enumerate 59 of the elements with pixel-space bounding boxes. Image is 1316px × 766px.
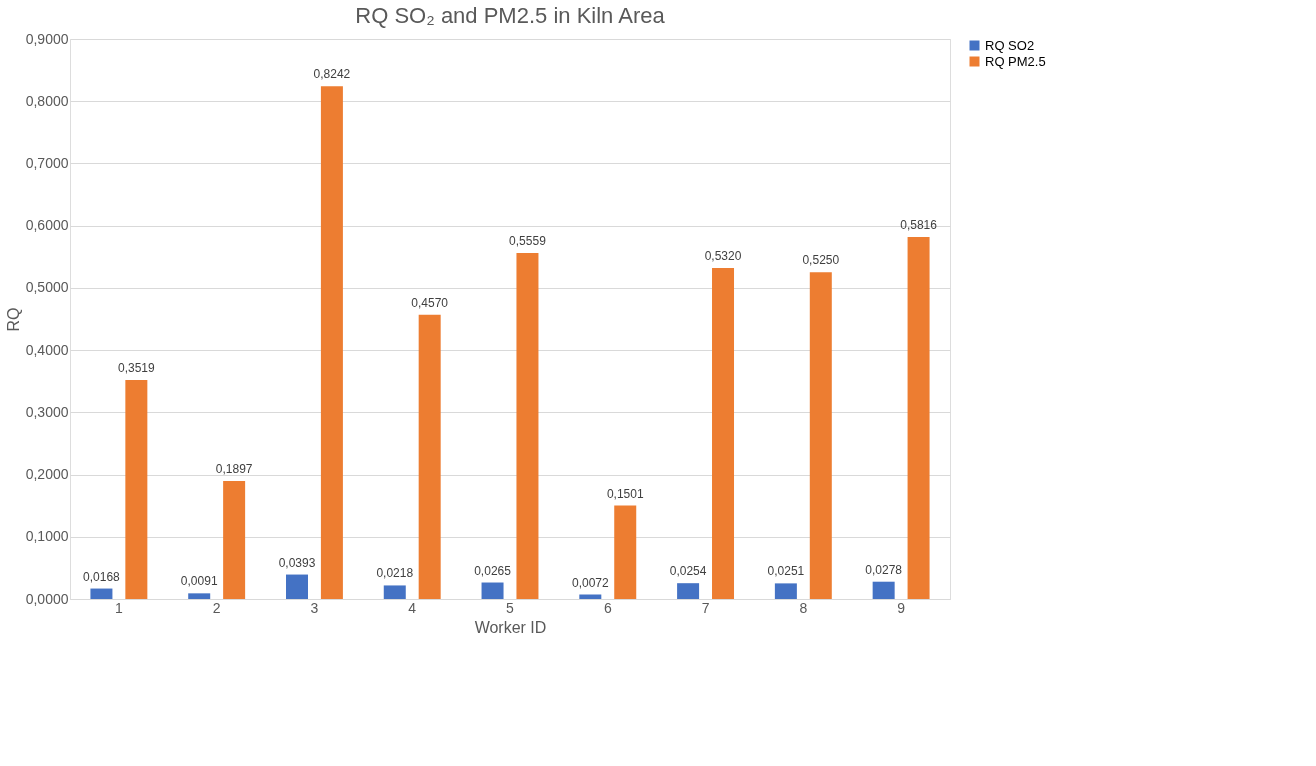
data-label: 0,3519 bbox=[118, 361, 156, 376]
data-label: 0,8242 bbox=[313, 67, 351, 82]
x-axis-title: Worker ID bbox=[474, 618, 547, 636]
data-label: 0,0251 bbox=[767, 564, 805, 579]
x-tick-label: 8 bbox=[799, 599, 808, 616]
x-tick-label: 6 bbox=[603, 599, 612, 616]
y-tick-label: 0,5000 bbox=[25, 279, 69, 296]
bar bbox=[677, 583, 700, 599]
bar bbox=[809, 272, 832, 599]
y-tick-label: 0,4000 bbox=[25, 341, 69, 358]
chart-title: RQ SO₂ and PM2.5 in Kiln Area bbox=[355, 3, 666, 28]
x-tick-label: 4 bbox=[408, 599, 417, 616]
data-label: 0,0218 bbox=[376, 566, 414, 581]
data-label: 0,1897 bbox=[215, 461, 253, 476]
bar bbox=[188, 593, 211, 599]
bar bbox=[872, 581, 895, 599]
y-tick-label: 0,3000 bbox=[25, 403, 69, 420]
bar bbox=[285, 574, 308, 599]
y-tick-label: 0,7000 bbox=[25, 154, 69, 171]
y-tick-label: 0,9000 bbox=[25, 30, 69, 47]
x-tick-label: 3 bbox=[310, 599, 319, 616]
y-tick-label: 0,6000 bbox=[25, 217, 69, 234]
data-label: 0,5250 bbox=[802, 253, 840, 268]
bar bbox=[774, 583, 797, 599]
bar bbox=[516, 253, 539, 599]
y-tick-label: 0,8000 bbox=[25, 92, 69, 109]
x-tick-label: 9 bbox=[897, 599, 906, 616]
bar bbox=[383, 585, 406, 599]
x-tick-label: 7 bbox=[701, 599, 710, 616]
legend-label: RQ PM2.5 bbox=[985, 53, 1046, 69]
data-label: 0,0393 bbox=[278, 555, 316, 570]
legend-label: RQ SO2 bbox=[985, 37, 1035, 53]
data-label: 0,5816 bbox=[900, 218, 938, 233]
y-axis-title: RQ bbox=[4, 307, 22, 332]
data-label: 0,0168 bbox=[83, 569, 121, 584]
data-label: 0,5320 bbox=[704, 248, 742, 263]
bar bbox=[90, 588, 113, 599]
x-tick-label: 2 bbox=[212, 599, 221, 616]
bar bbox=[614, 505, 637, 599]
bar bbox=[418, 314, 441, 599]
data-label: 0,5559 bbox=[509, 234, 547, 249]
bar bbox=[223, 480, 246, 599]
data-label: 0,0265 bbox=[474, 563, 512, 578]
data-label: 0,0072 bbox=[571, 575, 609, 590]
data-label: 0,0254 bbox=[669, 564, 707, 579]
bar bbox=[320, 86, 343, 599]
y-tick-label: 0,0000 bbox=[25, 590, 69, 607]
bar bbox=[712, 267, 735, 599]
y-tick-label: 0,2000 bbox=[25, 466, 69, 483]
data-label: 0,4570 bbox=[411, 295, 449, 310]
x-tick-label: 5 bbox=[506, 599, 515, 616]
data-label: 0,1501 bbox=[606, 486, 644, 501]
x-tick-label: 1 bbox=[114, 599, 123, 616]
data-label: 0,0091 bbox=[180, 574, 218, 589]
bar bbox=[125, 380, 148, 599]
bar bbox=[907, 237, 930, 599]
bar bbox=[481, 582, 504, 599]
data-label: 0,0278 bbox=[865, 562, 903, 577]
y-tick-label: 0,1000 bbox=[25, 528, 69, 545]
